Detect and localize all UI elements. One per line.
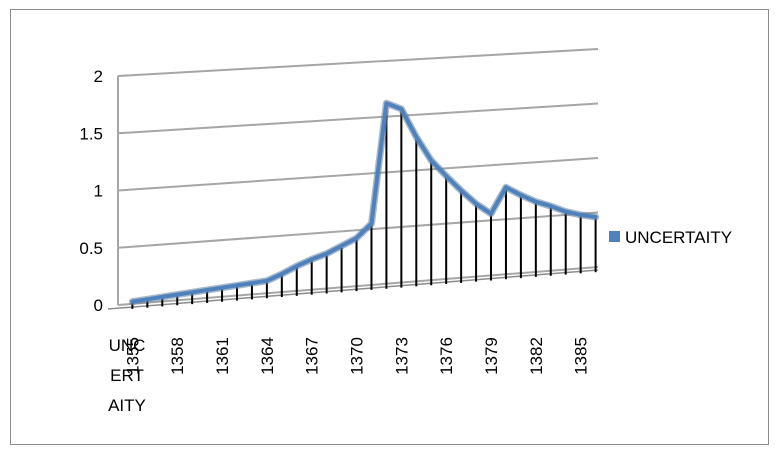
data-point-1361 — [220, 286, 224, 290]
x-tick-label: 1370 — [348, 337, 367, 375]
gridline-0 — [117, 266, 599, 306]
x-tick-label: 1379 — [482, 337, 501, 375]
x-tick-label: 1361 — [213, 337, 232, 375]
y-tick-label: 0.5 — [79, 239, 103, 258]
data-point-1374 — [414, 135, 418, 139]
data-point-1358 — [175, 293, 179, 297]
data-point-1386 — [594, 215, 598, 219]
data-point-1372 — [384, 101, 389, 105]
data-point-1380 — [504, 185, 508, 189]
gridline-1_5 — [117, 102, 599, 135]
data-point-1385 — [579, 213, 583, 217]
x-tick-label: 1367 — [303, 337, 322, 375]
series-group — [128, 99, 600, 306]
series-line — [130, 101, 598, 304]
chart-walls — [107, 76, 599, 310]
drop-lines — [131, 103, 597, 309]
data-point-1383 — [549, 204, 553, 208]
data-point-1362 — [235, 283, 239, 287]
gridline-2 — [117, 48, 599, 77]
data-point-1379 — [489, 212, 493, 216]
data-point-1359 — [190, 290, 194, 294]
x-tick-labels: 1355 1358 1361 1364 1367 1370 1373 1376 1379 1382… — [123, 337, 590, 375]
data-point-1384 — [564, 209, 568, 214]
legend-swatch — [609, 231, 620, 242]
y-tick-label: 2 — [94, 67, 103, 86]
data-point-1381 — [519, 193, 523, 197]
data-point-1367 — [310, 257, 314, 261]
x-axis-title-line: UNC — [109, 336, 146, 355]
y-tick-label: 1.5 — [79, 124, 103, 143]
y-tick-labels: 0 0.5 1 1.5 2 — [79, 67, 103, 315]
gridlines — [117, 48, 599, 306]
data-point-1363 — [250, 281, 254, 285]
data-point-1370 — [354, 236, 359, 240]
x-axis-title: UNC ERT AITY — [108, 336, 146, 415]
data-point-1375 — [429, 158, 433, 163]
legend: UNCERTAITY — [609, 228, 732, 247]
data-point-1369 — [339, 244, 344, 248]
chart-svg: 00.511.52 1355 1358 1361 1364 1367 1370 1373 13… — [79, 48, 732, 415]
data-point-1371 — [369, 221, 374, 226]
gridline-0_5 — [117, 211, 599, 249]
floor-edge — [107, 269, 599, 310]
x-tick-label: 1355 — [123, 337, 142, 375]
x-tick-label: 1385 — [572, 337, 591, 375]
data-point-1365 — [280, 272, 284, 276]
x-tick-label: 1382 — [527, 337, 546, 375]
data-point-1376 — [444, 174, 448, 178]
data-point-1355 — [130, 299, 134, 304]
x-tick-label: 1376 — [437, 337, 456, 375]
data-point-1378 — [474, 202, 478, 206]
x-tick-label: 1364 — [258, 337, 277, 375]
legend-label: UNCERTAITY — [625, 228, 732, 247]
data-point-1368 — [325, 252, 329, 256]
data-point-1377 — [459, 188, 463, 193]
data-point-1360 — [205, 288, 209, 292]
x-axis-title-line: ERT — [110, 366, 144, 385]
data-point-1366 — [295, 264, 299, 268]
data-point-1382 — [534, 200, 538, 204]
chart-frame: 0 0.5 1 1.5 2 1355 1358 1361 1364 1367 1370 1373 13… — [10, 9, 769, 445]
x-axis-title-line: AITY — [108, 396, 146, 415]
gridline-1 — [117, 157, 599, 192]
data-point-1373 — [399, 107, 403, 111]
y-tick-label: 0 — [94, 296, 103, 315]
data-point-1356 — [145, 297, 149, 301]
data-point-1357 — [160, 295, 164, 299]
x-tick-label: 1373 — [392, 337, 411, 375]
data-point-1364 — [265, 279, 269, 283]
x-tick-label: 1358 — [168, 337, 187, 375]
y-tick-label: 1 — [94, 182, 103, 201]
